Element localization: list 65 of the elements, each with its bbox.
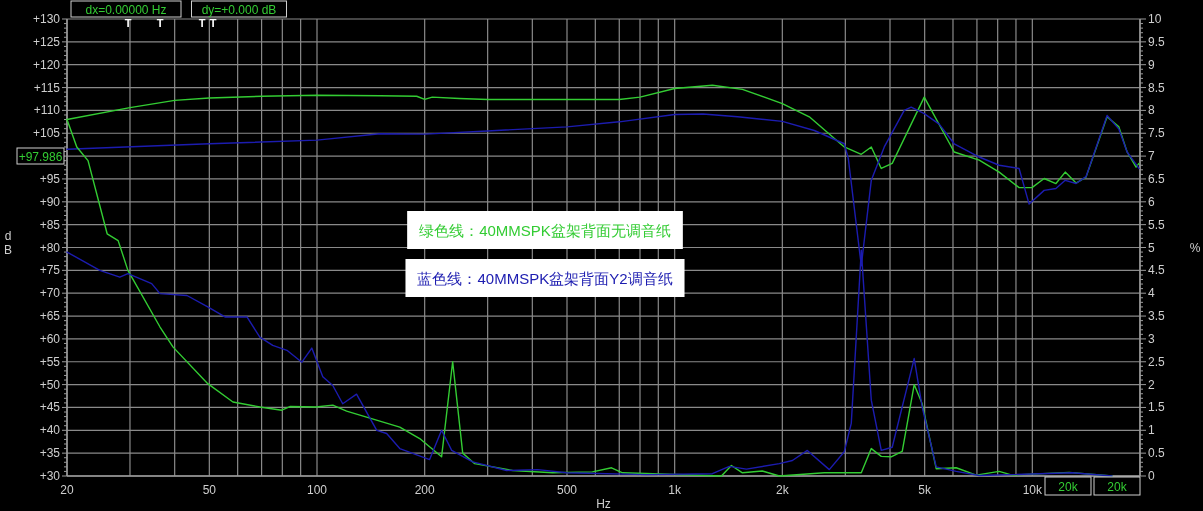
x-tick-label: 2k bbox=[775, 483, 790, 497]
y-axis-title: dB bbox=[3, 228, 13, 257]
y-tick-label: +35 bbox=[39, 446, 61, 461]
y2-tick-label: 0 bbox=[1148, 469, 1155, 483]
y-tick-label: +60 bbox=[39, 331, 61, 346]
y2-tick-label: 1 bbox=[1148, 423, 1155, 438]
y2-tick-label: 2 bbox=[1148, 377, 1155, 392]
x-tick-label: 100 bbox=[306, 483, 328, 497]
x-tick-label: 50 bbox=[202, 483, 217, 497]
y-tick-label: +50 bbox=[39, 377, 61, 392]
y2-tick-label: 7.5 bbox=[1148, 126, 1166, 141]
y2-tick-label: 9 bbox=[1148, 57, 1155, 72]
annotation: T bbox=[209, 17, 217, 29]
y-tick-label: +30 bbox=[39, 469, 61, 483]
y2-tick-label: 7 bbox=[1148, 149, 1155, 164]
y2-tick-label: 9.5 bbox=[1148, 34, 1166, 49]
y-tick-label: +40 bbox=[39, 423, 61, 438]
x-axis-title: Hz bbox=[596, 497, 611, 511]
y2-tick-label: 0.5 bbox=[1148, 446, 1166, 461]
y-tick-label: +125 bbox=[32, 34, 61, 49]
x-tick-label: 5k bbox=[918, 483, 932, 497]
annotation: T bbox=[198, 17, 206, 29]
y-tick-label: +120 bbox=[32, 57, 61, 72]
text: 绿色线：40MMSPK盆架背面无调音纸 bbox=[419, 222, 671, 239]
y-tick-label: +80 bbox=[39, 240, 61, 255]
y2-tick-label: 5.5 bbox=[1148, 217, 1166, 232]
text: dy=+0.000 dB bbox=[201, 3, 277, 17]
y-tick-label: +55 bbox=[39, 354, 61, 369]
annotation: T bbox=[156, 17, 164, 29]
y2-tick-label: 1.5 bbox=[1148, 400, 1166, 415]
y2-tick-label: 6 bbox=[1148, 194, 1155, 209]
y2-tick-label: 4 bbox=[1148, 286, 1155, 301]
text: 20k bbox=[1107, 480, 1128, 494]
text: +97.986 bbox=[18, 150, 63, 164]
y2-axis-title: % bbox=[1189, 240, 1201, 255]
legend: 绿色线：40MMSPK盆架背面无调音纸 蓝色线：40MMSPK盆架背面Y2调音纸 bbox=[405, 211, 685, 297]
y2-tick-label: 3 bbox=[1148, 331, 1155, 346]
text: 蓝色线：40MMSPK盆架背面Y2调音纸 bbox=[417, 270, 673, 287]
y-tick-label: +115 bbox=[33, 80, 61, 95]
y-tick-label: +110 bbox=[33, 103, 61, 118]
y2-tick-label: 10 bbox=[1148, 12, 1162, 26]
y2-tick-label: 6.5 bbox=[1148, 171, 1166, 186]
x-tick-label: 1k bbox=[668, 483, 682, 497]
y-tick-label: +70 bbox=[39, 286, 61, 301]
y2-tick-label: 2.5 bbox=[1148, 354, 1166, 369]
y-tick-label: +105 bbox=[32, 126, 61, 141]
y-tick-label: +65 bbox=[39, 309, 61, 324]
y-tick-label: +45 bbox=[39, 400, 61, 415]
y-tick-label: +95 bbox=[39, 171, 61, 186]
x-tick-label: 20 bbox=[60, 483, 74, 497]
y2-tick-label: 5 bbox=[1148, 240, 1155, 255]
annotation: T bbox=[124, 17, 132, 29]
y2-tick-label: 8 bbox=[1148, 103, 1155, 118]
text: 20k bbox=[1058, 480, 1079, 494]
y2-tick-label: 8.5 bbox=[1148, 80, 1166, 95]
y2-tick-label: 4.5 bbox=[1148, 263, 1166, 278]
y-tick-label: +85 bbox=[39, 217, 61, 232]
text: dx=0.00000 Hz bbox=[85, 3, 167, 17]
y-tick-label: +75 bbox=[39, 263, 61, 278]
y2-tick-label: 3.5 bbox=[1148, 309, 1166, 324]
x-tick-label: 200 bbox=[414, 483, 435, 497]
x-tick-label: 500 bbox=[556, 483, 578, 497]
x-tick-label: 10k bbox=[1022, 483, 1043, 497]
y-tick-label: +90 bbox=[39, 194, 61, 209]
y-tick-label: +130 bbox=[32, 12, 61, 26]
